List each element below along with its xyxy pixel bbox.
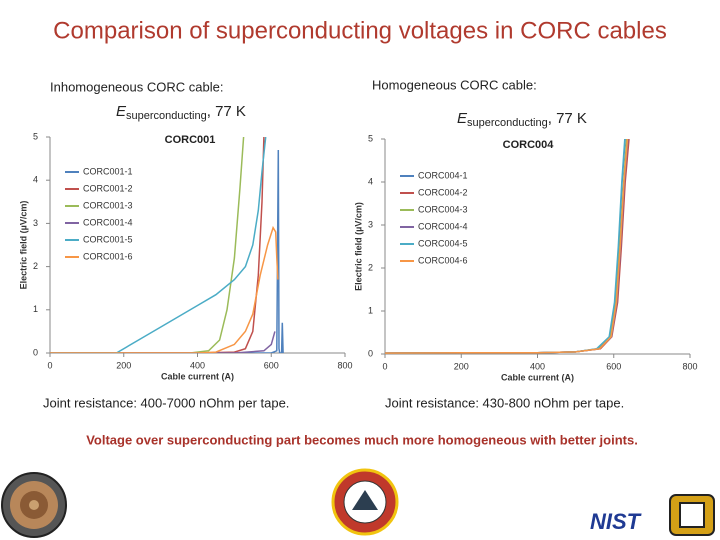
- y-tick-label: 4: [33, 175, 38, 185]
- y-tick-label: 5: [368, 133, 373, 143]
- y-tick-label: 4: [368, 176, 373, 186]
- nist-logo: NIST: [590, 509, 642, 534]
- x-tick-label: 200: [454, 361, 469, 371]
- series-line: [50, 331, 276, 353]
- y-tick-label: 0: [368, 348, 373, 358]
- legend-label: CORC004-4: [418, 221, 468, 231]
- legend-label: CORC001-5: [83, 234, 133, 244]
- y-tick-label: 2: [33, 261, 38, 271]
- x-tick-label: 200: [116, 360, 131, 370]
- x-tick-label: 400: [530, 361, 545, 371]
- legend-label: CORC001-4: [83, 217, 133, 227]
- legend-label: CORC001-1: [83, 166, 133, 176]
- y-tick-label: 1: [368, 305, 373, 315]
- chart-title: CORC004: [503, 139, 555, 151]
- series-line: [50, 225, 279, 353]
- y-tick-label: 3: [368, 219, 373, 229]
- right-note: Joint resistance: 430-800 nOhm per tape.: [385, 395, 624, 410]
- legend-label: CORC004-1: [418, 170, 468, 180]
- legend-label: CORC001-6: [83, 251, 133, 261]
- y-tick-label: 1: [33, 304, 38, 314]
- left-note: Joint resistance: 400-7000 nOhm per tape…: [43, 395, 289, 410]
- series-line: [50, 149, 284, 353]
- y-tick-label: 3: [33, 218, 38, 228]
- x-tick-label: 400: [190, 360, 205, 370]
- right-heading: Homogeneous CORC cable:: [372, 77, 537, 92]
- legend-label: CORC004-3: [418, 204, 468, 214]
- seal-logo: [331, 468, 399, 536]
- suffix: , 77 K: [207, 103, 246, 120]
- x-tick-label: 0: [47, 360, 52, 370]
- legend-label: CORC004-2: [418, 187, 468, 197]
- legend-label: CORC004-6: [418, 255, 468, 265]
- y-tick-label: 0: [33, 347, 38, 357]
- legend-label: CORC001-3: [83, 200, 133, 210]
- y-axis-label: Electric field (µV/cm): [18, 201, 28, 290]
- symbol: E: [116, 103, 127, 120]
- suffix: , 77 K: [548, 110, 587, 127]
- symbol: E: [457, 110, 468, 127]
- legend-label: CORC004-5: [418, 238, 468, 248]
- left-heading: Inhomogeneous CORC cable:: [50, 79, 223, 94]
- x-tick-label: 800: [682, 361, 697, 371]
- chart-title: CORC001: [165, 134, 216, 146]
- subscript: superconducting: [126, 110, 207, 122]
- right-field: Esuperconducting, 77 K: [457, 110, 587, 129]
- subscript: superconducting: [467, 117, 548, 129]
- y-axis-label: Electric field (µV/cm): [353, 202, 363, 291]
- series-line: [385, 139, 629, 354]
- x-tick-label: 800: [337, 360, 352, 370]
- x-tick-label: 600: [606, 361, 621, 371]
- cable-logo: [1, 472, 67, 538]
- x-axis-label: Cable current (A): [161, 371, 234, 381]
- conclusion: Voltage over superconducting part become…: [86, 432, 638, 447]
- left-field: Esuperconducting, 77 K: [116, 103, 246, 122]
- x-tick-label: 600: [264, 360, 279, 370]
- y-tick-label: 5: [33, 131, 38, 141]
- x-tick-label: 0: [382, 361, 387, 371]
- x-axis-label: Cable current (A): [501, 372, 574, 382]
- series-line: [50, 137, 267, 353]
- legend-label: CORC001-2: [83, 183, 133, 193]
- slide-title: Comparison of superconducting voltages i…: [53, 17, 667, 44]
- y-tick-label: 2: [368, 262, 373, 272]
- cu-logo: [669, 494, 715, 536]
